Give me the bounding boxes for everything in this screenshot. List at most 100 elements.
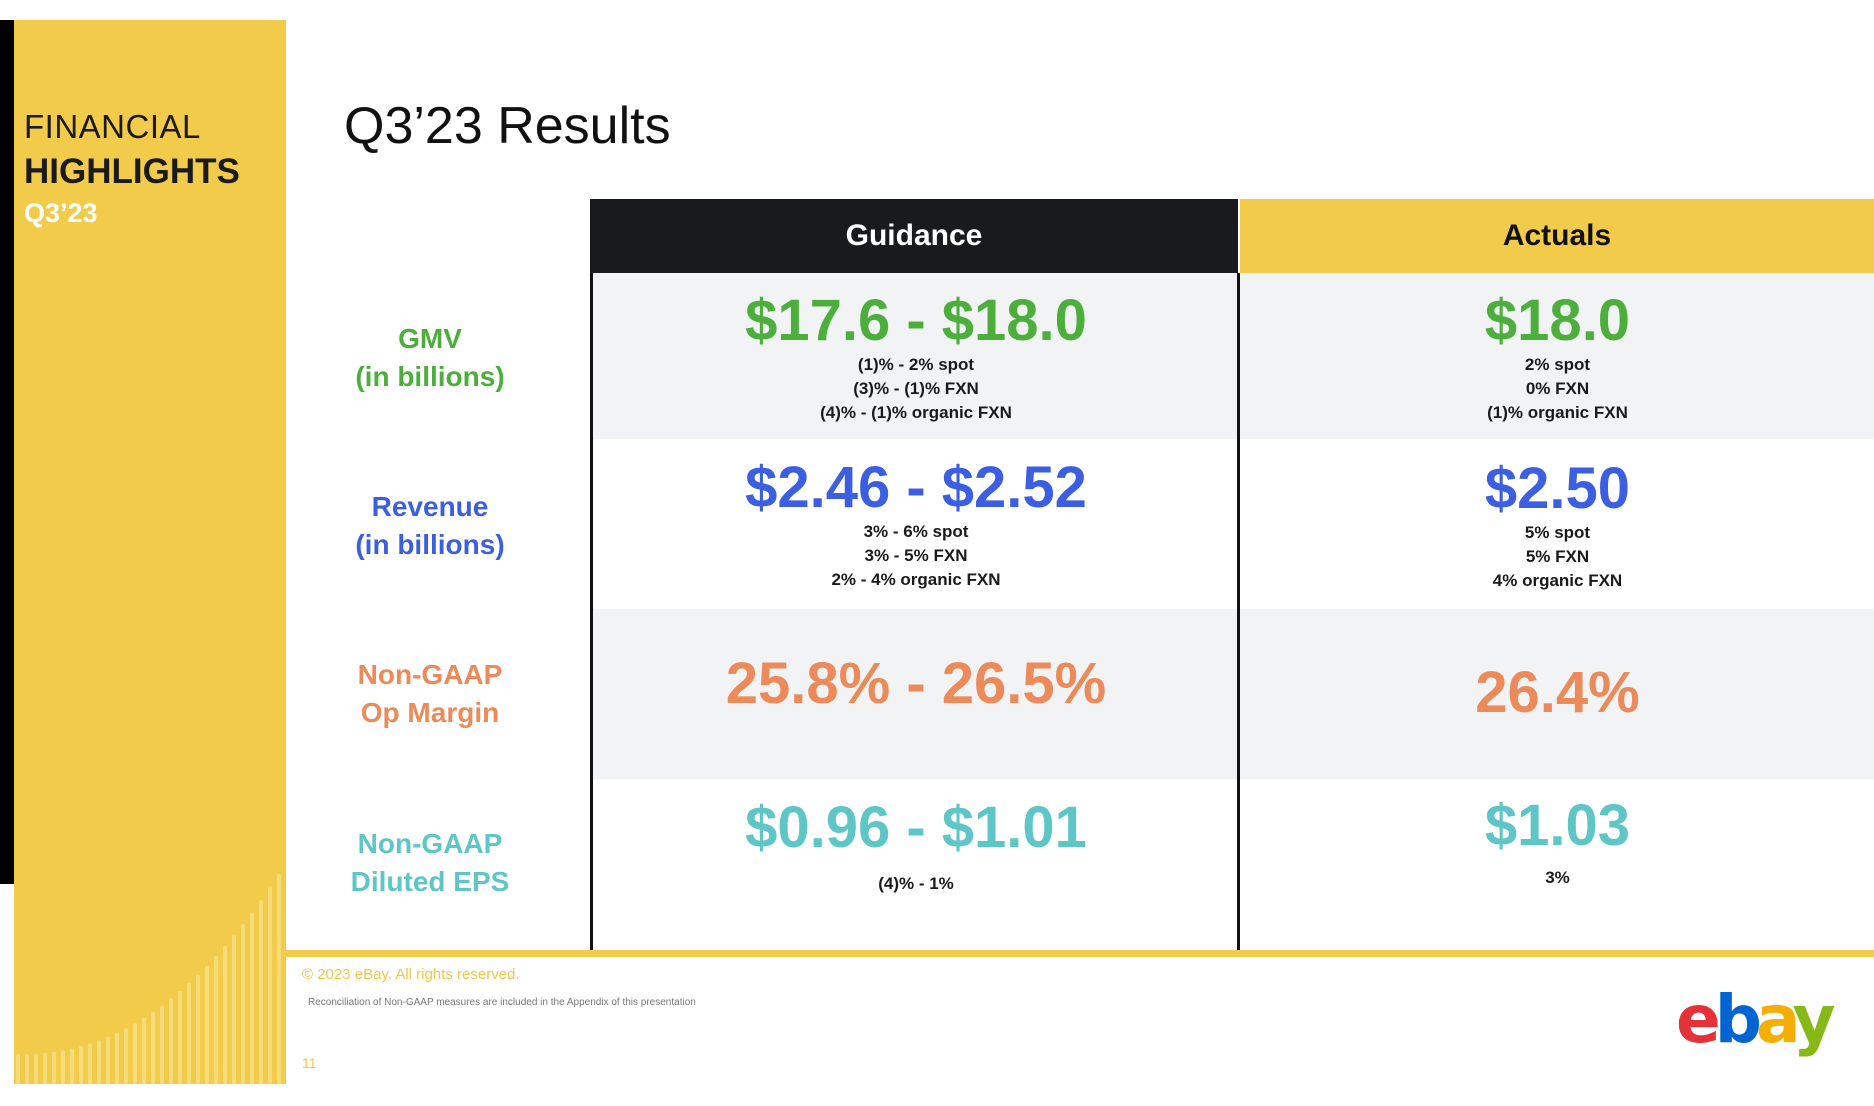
- gmv-guidance-detail: (3)% - (1)% FXN: [853, 379, 979, 398]
- gmv-actual-detail: 0% FXN: [1525, 379, 1590, 398]
- row-label-op-margin-line1: Non-GAAP: [357, 659, 503, 690]
- row-label-eps-line2: Diluted EPS: [350, 866, 510, 897]
- eps-actual-detail: 3%: [1545, 868, 1570, 887]
- revenue-guidance-detail: 2% - 4% organic FXN: [831, 570, 1001, 589]
- decorative-bar: [268, 887, 272, 1084]
- sidebar-title-financial: FINANCIAL: [24, 108, 201, 145]
- row-bg-op-margin: [592, 609, 1874, 779]
- decorative-bar: [25, 1053, 29, 1084]
- decorative-bar: [133, 1023, 137, 1084]
- revenue-actual-detail: 4% organic FXN: [1492, 571, 1623, 590]
- decorative-bar: [169, 998, 173, 1084]
- sidebar-title-quarter: Q3’23: [24, 198, 98, 228]
- decorative-bar: [187, 983, 191, 1084]
- copyright-text: © 2023 eBay. All rights reserved.: [302, 966, 520, 983]
- row-bg-revenue: [592, 439, 1874, 609]
- decorative-bar: [61, 1050, 65, 1084]
- gmv-actual-detail: 2% spot: [1524, 355, 1591, 374]
- eps-guidance-cell: $0.96 - $1.01 (4)% - 1%: [594, 796, 1238, 896]
- row-label-op-margin: Non-GAAP Op Margin: [330, 656, 530, 732]
- decorative-bar: [259, 900, 263, 1084]
- decorative-bar: [43, 1052, 47, 1084]
- decorative-bar: [34, 1053, 38, 1084]
- decorative-bar: [160, 1005, 164, 1084]
- row-bg-eps: [592, 779, 1874, 950]
- left-edge-bar: [0, 20, 14, 884]
- row-label-revenue-line2: (in billions): [355, 529, 505, 560]
- row-label-gmv: GMV (in billions): [330, 320, 530, 396]
- ebay-logo-letter-b: b: [1715, 981, 1760, 1058]
- decorative-bar: [232, 935, 236, 1084]
- revenue-guidance-value: $2.46 - $2.52: [745, 455, 1087, 520]
- row-label-gmv-line1: GMV: [398, 323, 462, 354]
- actuals-header: Actuals: [1240, 199, 1874, 273]
- decorative-bar: [88, 1043, 92, 1084]
- gmv-guidance-detail: (1)% - 2% spot: [857, 355, 975, 374]
- row-label-revenue-line1: Revenue: [371, 491, 489, 522]
- gmv-guidance-detail: (4)% - (1)% organic FXN: [820, 403, 1012, 422]
- eps-actual-cell: $1.03 3%: [1241, 794, 1874, 890]
- op-margin-guidance-value: 25.8% - 26.5%: [725, 651, 1107, 716]
- gmv-guidance-value: $17.6 - $18.0: [745, 288, 1087, 353]
- decorative-bar: [142, 1017, 146, 1084]
- decorative-bars-graphic: [16, 874, 281, 1084]
- decorative-bar: [151, 1011, 155, 1084]
- decorative-bar: [250, 912, 254, 1084]
- ebay-logo-letter-y: y: [1793, 981, 1835, 1058]
- revenue-guidance-cell: $2.46 - $2.52 3% - 6% spot 3% - 5% FXN 2…: [594, 456, 1238, 592]
- ebay-logo-letter-e: e: [1676, 981, 1718, 1058]
- decorative-bar: [178, 990, 182, 1084]
- row-label-gmv-line2: (in billions): [355, 361, 505, 392]
- page-title: Q3’23 Results: [344, 97, 671, 155]
- decorative-bar: [124, 1028, 128, 1084]
- op-margin-actual-value: 26.4%: [1475, 660, 1640, 725]
- decorative-bar: [52, 1051, 56, 1084]
- revenue-actual-detail: 5% FXN: [1525, 547, 1590, 566]
- revenue-guidance-detail: 3% - 6% spot: [863, 522, 969, 541]
- gmv-guidance-cell: $17.6 - $18.0 (1)% - 2% spot (3)% - (1)%…: [594, 289, 1238, 425]
- page-number: 11: [302, 1055, 317, 1071]
- decorative-bar: [241, 924, 245, 1084]
- decorative-bar: [97, 1040, 101, 1084]
- ebay-logo-icon: ebay: [1676, 981, 1841, 1058]
- decorative-bar: [79, 1046, 83, 1084]
- sidebar-panel: FINANCIAL HIGHLIGHTS Q3’23: [14, 20, 286, 1084]
- sidebar-title-highlights: HIGHLIGHTS: [24, 152, 240, 191]
- op-margin-actual-cell: 26.4%: [1241, 661, 1874, 725]
- row-label-op-margin-line2: Op Margin: [360, 697, 500, 728]
- decorative-bar: [16, 1054, 20, 1084]
- revenue-actual-value: $2.50: [1484, 456, 1631, 521]
- decorative-bar: [214, 955, 218, 1084]
- revenue-guidance-detail: 3% - 5% FXN: [864, 546, 968, 565]
- footer-rule: [286, 950, 1874, 957]
- gmv-actual-value: $18.0: [1484, 288, 1631, 353]
- decorative-bar: [115, 1032, 119, 1084]
- decorative-bar: [205, 965, 209, 1084]
- table-divider-middle: [1237, 273, 1240, 950]
- row-label-eps-line1: Non-GAAP: [357, 828, 503, 859]
- op-margin-guidance-cell: 25.8% - 26.5%: [594, 652, 1238, 716]
- gmv-actual-detail: (1)% organic FXN: [1487, 403, 1628, 422]
- svg-text:ebay: ebay: [1676, 981, 1835, 1058]
- eps-guidance-value: $0.96 - $1.01: [745, 795, 1087, 860]
- ebay-logo-letter-a: a: [1756, 981, 1796, 1058]
- decorative-bar: [223, 945, 227, 1084]
- revenue-actual-detail: 5% spot: [1524, 523, 1591, 542]
- revenue-actual-cell: $2.50 5% spot 5% FXN 4% organic FXN: [1241, 457, 1874, 593]
- decorative-bar: [70, 1048, 74, 1084]
- reconciliation-note: Reconciliation of Non-GAAP measures are …: [308, 997, 696, 1008]
- row-label-revenue: Revenue (in billions): [330, 488, 530, 564]
- eps-guidance-detail: (4)% - 1%: [878, 874, 954, 893]
- row-bg-gmv: [592, 273, 1874, 439]
- ebay-logo: ebay: [1676, 980, 1846, 1060]
- eps-actual-value: $1.03: [1484, 793, 1631, 858]
- decorative-bars: [14, 864, 286, 1084]
- decorative-bar: [106, 1036, 110, 1084]
- row-label-eps: Non-GAAP Diluted EPS: [330, 825, 530, 901]
- decorative-bar: [277, 874, 281, 1084]
- table-divider-left: [590, 273, 593, 950]
- gmv-actual-cell: $18.0 2% spot 0% FXN (1)% organic FXN: [1241, 289, 1874, 425]
- decorative-bar: [196, 974, 200, 1084]
- guidance-header: Guidance: [590, 199, 1238, 273]
